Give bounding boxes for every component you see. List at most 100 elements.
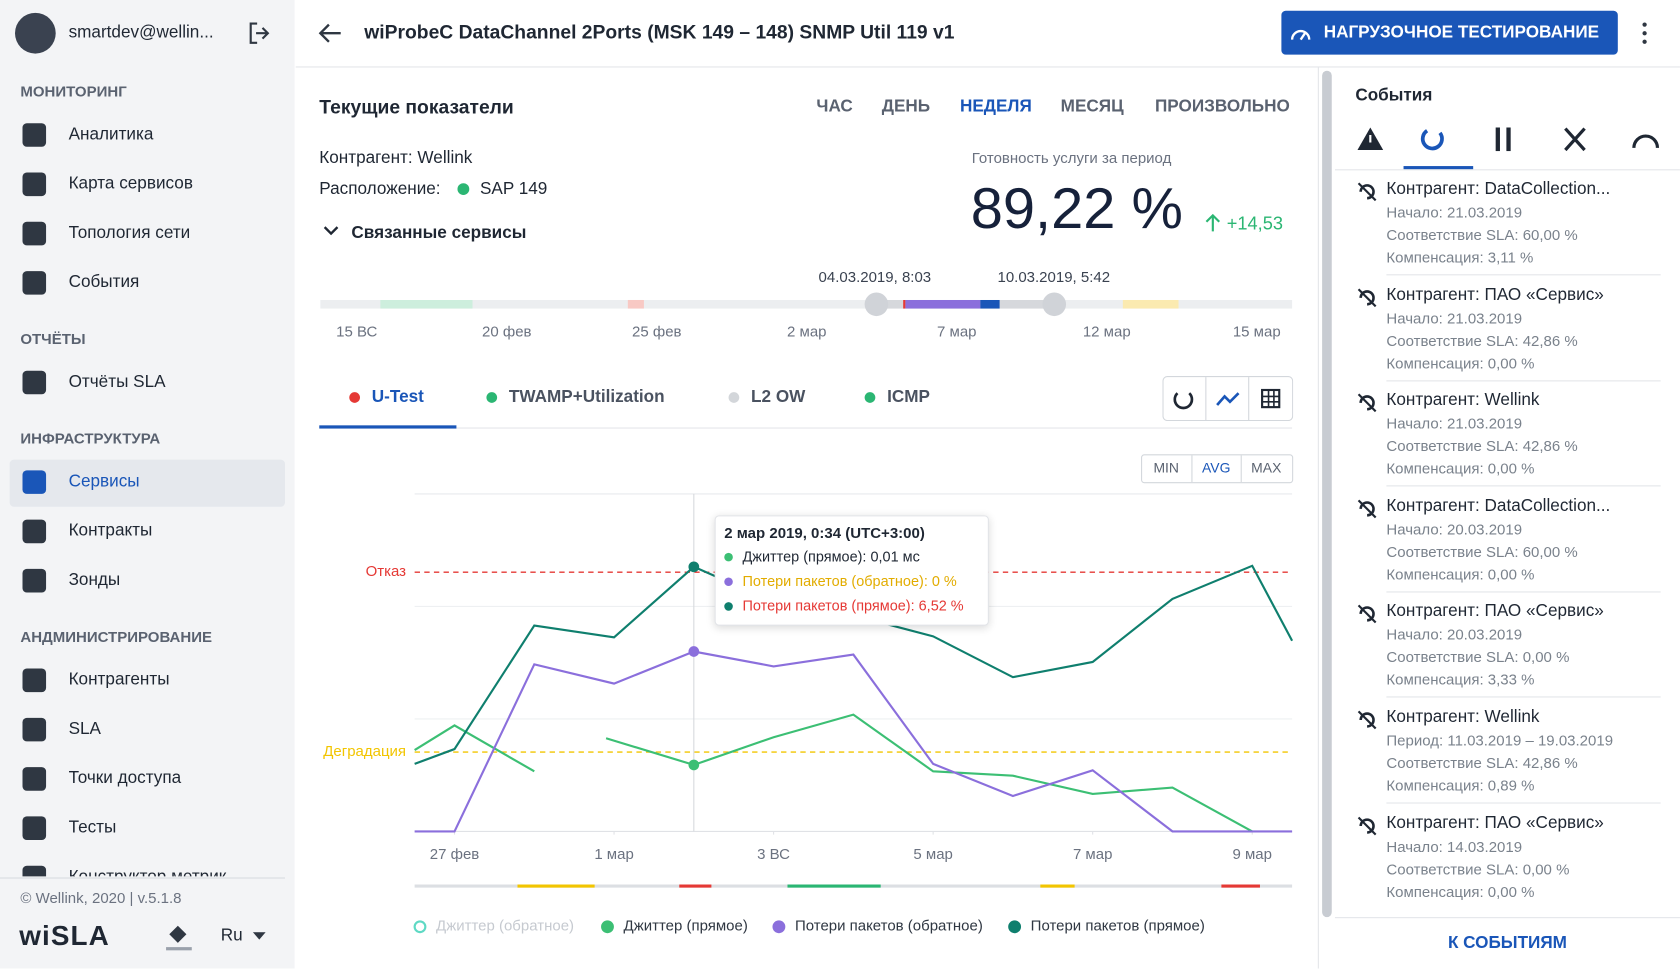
event-detail: Компенсация: 3,11 % (1386, 248, 1534, 266)
series-line (414, 713, 1253, 833)
tab[interactable]: TWAMP+Utilization (508, 387, 665, 407)
load-test-label[interactable]: НАГРУЗОЧНОЕ ТЕСТИРОВАНИЕ (1323, 23, 1600, 42)
period[interactable]: МЕСЯЦ (1060, 97, 1124, 116)
view-switcher[interactable] (1162, 376, 1294, 422)
tab[interactable]: L2 OW (751, 387, 806, 407)
menu-item[interactable]: Тесты (68, 818, 117, 837)
divider (1386, 485, 1661, 487)
menu-item[interactable]: Топология сети (68, 223, 191, 243)
language[interactable]: Ru (220, 926, 243, 945)
menu-icon (22, 370, 47, 395)
event-detail: Соответствие SLA: 42,86 % (1386, 331, 1578, 349)
event-detail: Начало: 21.03.2019 (1386, 414, 1523, 432)
event-title[interactable]: Контрагент: Wellink (1386, 391, 1540, 410)
menu-item[interactable]: Карта сервисов (68, 174, 193, 193)
logout-icon[interactable] (247, 20, 273, 46)
menu-item[interactable]: SLA (68, 719, 101, 739)
menu-item[interactable]: Контрагенты (68, 670, 170, 689)
tab[interactable]: ICMP (887, 387, 930, 407)
back-button[interactable] (317, 21, 343, 45)
tab-dot (728, 392, 740, 403)
chevron[interactable] (323, 226, 339, 237)
timeline-handle[interactable] (864, 292, 889, 317)
more-button[interactable] (1639, 21, 1650, 45)
event-detail: Компенсация: 0,00 % (1386, 882, 1535, 900)
availability: 89,22 % (970, 176, 1183, 242)
legend-label[interactable]: Джиттер (обратное) (436, 918, 574, 935)
tab-dot (486, 392, 498, 403)
legend-marker[interactable] (601, 920, 614, 934)
event-title[interactable]: Контрагент: ПАО «Сервис» (1386, 813, 1604, 833)
timeline-tick: 15 ВС (336, 322, 378, 340)
period[interactable]: ПРОИЗВОЛЬНО (1154, 97, 1290, 116)
series-line (414, 650, 1293, 833)
x-tick-label: 1 мар (594, 846, 633, 863)
tooltip-line: Потери пакетов (обратное): 0 % (742, 573, 957, 590)
event-filters[interactable] (1334, 116, 1680, 172)
event-title[interactable]: Контрагент: ПАО «Сервис» (1386, 285, 1604, 304)
timeline-tick: 12 мар (1082, 322, 1131, 340)
menu-item[interactable]: Отчёты SLA (68, 372, 166, 392)
event-detail: Соответствие SLA: 42,86 % (1386, 754, 1578, 772)
load-test-button[interactable]: НАГРУЗОЧНОЕ ТЕСТИРОВАНИЕ (1281, 10, 1618, 55)
event-icon (1357, 499, 1377, 519)
menu-item[interactable]: Сервисы (68, 472, 140, 491)
range-end: 10.03.2019, 5:42 (997, 267, 1111, 285)
period[interactable]: НЕДЕЛЯ (959, 97, 1032, 116)
timeline-segment (1122, 299, 1179, 309)
scrollbar[interactable] (1322, 70, 1332, 918)
logo: wiSLA (19, 919, 110, 952)
aggregate[interactable]: MAX (1251, 459, 1282, 476)
event-detail: Соответствие SLA: 60,00 % (1386, 542, 1578, 561)
location-label: Расположение: (319, 179, 441, 199)
period[interactable]: ДЕНЬ (881, 97, 931, 116)
event-detail: Период: 11.03.2019 – 19.03.2019 (1386, 731, 1614, 749)
event-title[interactable]: Контрагент: ПАО «Сервис» (1386, 602, 1604, 621)
menu-item[interactable]: Контракты (68, 521, 153, 540)
event-detail: Компенсация: 0,00 % (1386, 565, 1535, 583)
event-detail: Начало: 14.03.2019 (1386, 837, 1523, 855)
event-detail: Соответствие SLA: 42,86 % (1386, 437, 1578, 455)
events-link[interactable]: К СОБЫТИЯМ (1447, 934, 1567, 953)
legend-marker[interactable] (1008, 920, 1022, 934)
menu-item[interactable]: Конструктор метрик (69, 868, 227, 877)
event-title[interactable]: Контрагент: Wellink (1386, 708, 1540, 727)
legend-label[interactable]: Потери пакетов (прямое) (1031, 918, 1205, 935)
language-caret[interactable] (252, 932, 266, 941)
legend-marker[interactable] (413, 920, 427, 934)
user-name[interactable]: smartdev@wellin... (68, 23, 214, 42)
period[interactable]: ЧАС (816, 97, 853, 116)
timeline-handle[interactable] (1042, 292, 1067, 317)
aggregate[interactable]: AVG (1202, 459, 1231, 476)
legend-marker[interactable] (772, 920, 786, 934)
tab[interactable]: U-Test (371, 387, 424, 407)
tooltip-title: 2 мар 2019, 0:34 (UTC+3:00) (724, 523, 925, 542)
event-icon (1357, 288, 1377, 307)
menu-icon (22, 470, 47, 494)
related-services[interactable]: Связанные сервисы (351, 223, 527, 243)
menu-section: АНДМИНИСТРИРОВАНИЕ (20, 627, 213, 645)
theme-icon[interactable] (165, 921, 193, 951)
avatar[interactable] (14, 12, 56, 54)
event-detail: Начало: 21.03.2019 (1386, 309, 1523, 327)
menu-item[interactable]: Точки доступа (68, 769, 182, 788)
timeline-segment (380, 299, 473, 309)
divider (1386, 696, 1661, 698)
timeline-tick: 20 фев (482, 322, 532, 340)
event-icon (1357, 816, 1377, 835)
timeline-track (320, 299, 1293, 309)
menu-item[interactable]: Зонды (68, 571, 121, 590)
x-tick-label: 7 мар (1073, 846, 1112, 863)
legend-label[interactable]: Потери пакетов (обратное) (795, 918, 983, 935)
menu-item[interactable]: События (68, 273, 140, 292)
legend-label[interactable]: Джиттер (прямое) (624, 918, 748, 935)
threshold-label: Отказ (366, 563, 407, 580)
divider (1386, 802, 1661, 804)
event-title[interactable]: Контрагент: DataCollection... (1386, 496, 1611, 516)
availability-label: Готовность услуги за период (971, 148, 1172, 167)
menu-item[interactable]: Аналитика (68, 125, 154, 144)
event-title[interactable]: Контрагент: DataCollection... (1386, 179, 1611, 199)
aggregate[interactable]: MIN (1153, 459, 1179, 476)
timeline-segment (980, 299, 1000, 309)
